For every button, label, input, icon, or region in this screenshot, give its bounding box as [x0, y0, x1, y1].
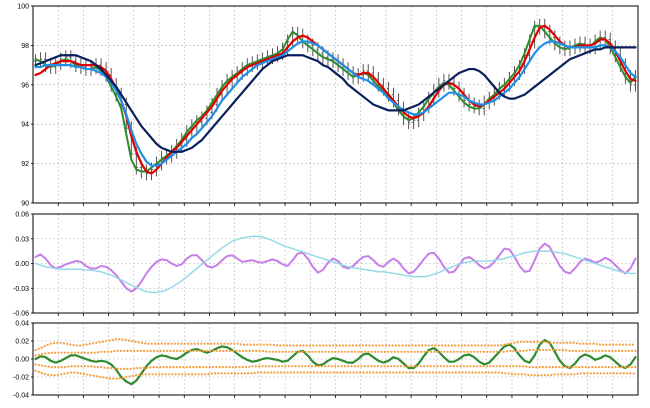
y-tick-label: 90: [21, 201, 29, 208]
series-osc_cyan: [34, 235, 637, 294]
y-tick-label: 0.04: [15, 321, 29, 328]
series-trend: [34, 24, 637, 173]
y-tick-label: -0.02: [13, 375, 29, 382]
y-tick-label: 0.00: [15, 357, 29, 364]
y-tick-label: 100: [17, 4, 29, 11]
y-tick-label: -0.04: [13, 393, 29, 400]
y-tick-label: -0.03: [13, 286, 29, 293]
y-tick-label: 96: [21, 82, 29, 89]
series-band_lower: [34, 369, 637, 380]
panel-oscillator: -0.06 -0.03 0.00 0.03 0.06: [13, 212, 639, 318]
y-tick-label: 94: [21, 122, 29, 129]
y-tick-label: 0.00: [15, 261, 29, 268]
panel-frame: [32, 213, 639, 314]
panel-frame: [32, 322, 639, 396]
y-tick-label: 92: [21, 161, 29, 168]
y-tick-label: 0.03: [15, 236, 29, 243]
y-tick-label: 0.02: [15, 339, 29, 346]
series-ma_navy: [34, 46, 637, 153]
series-band_upper: [34, 338, 637, 352]
series-band_lower_inner: [34, 363, 637, 370]
series-ma_blue: [34, 40, 637, 167]
y-tick-label: 0.06: [15, 212, 29, 219]
panel-bands: -0.04 -0.02 0.00 0.02 0.04: [13, 321, 639, 400]
series-osc_green: [34, 339, 637, 386]
y-tick-label: 98: [21, 43, 29, 50]
series-osc_violet: [34, 242, 637, 293]
panel-price: 90 92 94 96 98 100: [17, 4, 639, 208]
panel-frame: [32, 5, 639, 204]
y-tick-label: -0.06: [13, 311, 29, 318]
series-band_upper_inner: [34, 348, 637, 357]
